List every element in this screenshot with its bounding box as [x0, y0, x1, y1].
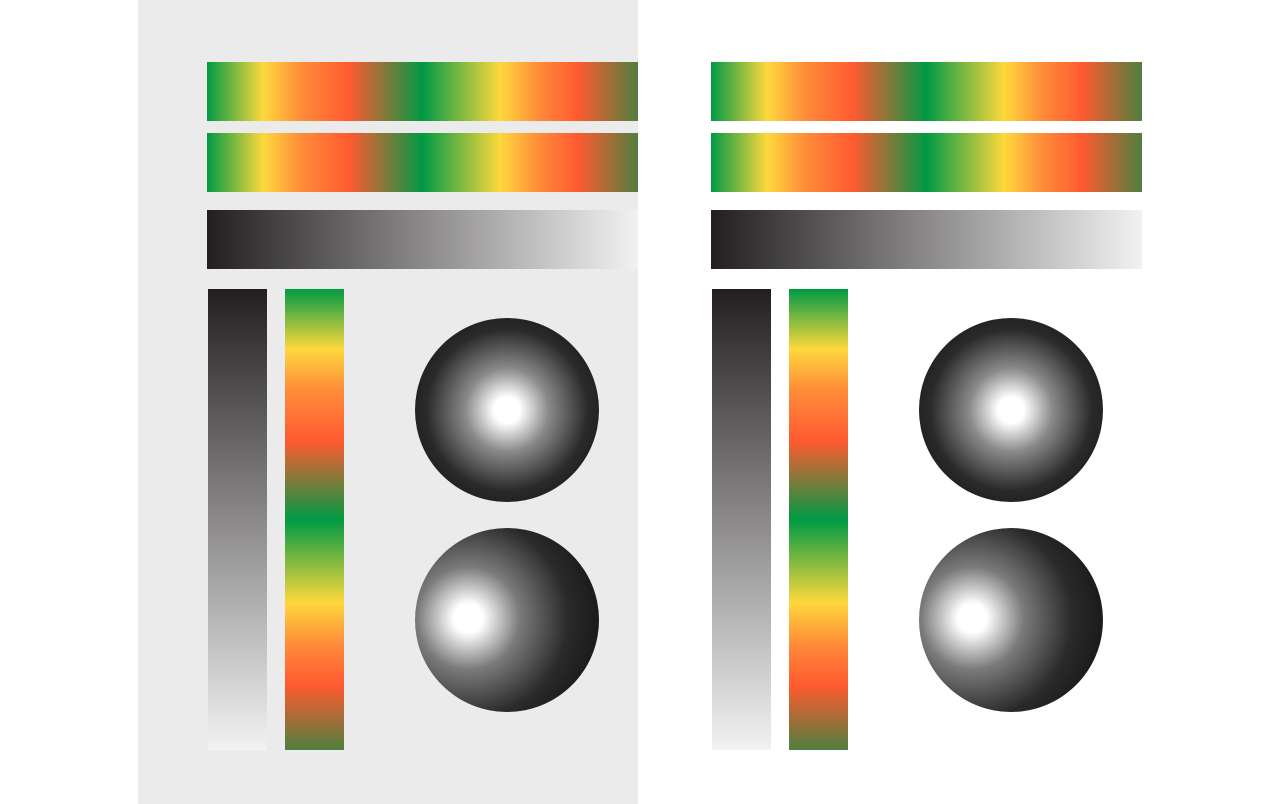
radial-sphere-bottom [919, 528, 1103, 712]
grayscale-horizontal-band [711, 210, 1142, 269]
radial-sphere-top [919, 318, 1103, 502]
color-gradient-vertical-bar [789, 289, 848, 750]
radial-sphere-bottom [415, 528, 599, 712]
grayscale-horizontal-band [207, 210, 638, 269]
left-swatch-group [138, 0, 638, 804]
color-gradient-vertical-bar [285, 289, 344, 750]
right-swatch-group [642, 0, 1142, 804]
color-gradient-band-1 [207, 62, 638, 121]
radial-sphere-top [415, 318, 599, 502]
color-gradient-band-2 [207, 133, 638, 192]
color-gradient-band-2 [711, 133, 1142, 192]
color-gradient-band-1 [711, 62, 1142, 121]
grayscale-vertical-bar [208, 289, 267, 750]
grayscale-vertical-bar [712, 289, 771, 750]
